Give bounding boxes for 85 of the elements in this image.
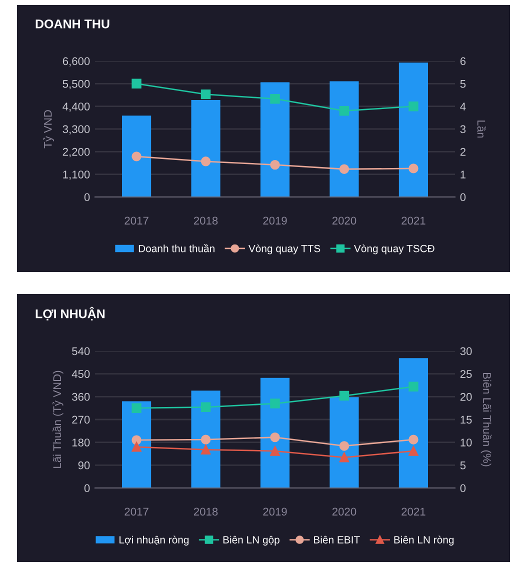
point [270,94,280,104]
bar [122,401,152,488]
point [408,434,418,444]
point [339,452,350,462]
x-tick-label: 2020 [332,508,356,516]
legend-label: Vòng quay TTS [248,244,320,254]
point [408,446,418,456]
legend-label: Doanh thu thuần [138,244,214,252]
point [270,398,280,408]
bar [398,358,428,488]
y2-tick-label: 20 [460,392,472,401]
legend-label: Biên LN gộp [223,536,280,546]
y-tick-label: 180 [72,438,90,446]
y2-tick-label: 15 [460,416,472,424]
y2-tick-label: 10 [460,438,472,446]
point [270,160,280,170]
chart-title: DOANH THU [36,20,110,28]
x-tick-label: 2020 [332,216,356,225]
point [200,402,211,412]
bar [260,82,290,197]
y-tick-label: 5,500 [62,80,90,90]
y-tick-label: 90 [78,461,90,470]
legend-label: Biên LN ròng [394,536,454,546]
point [339,390,350,401]
point [339,164,350,174]
point [132,152,142,162]
y2-tick-label: 1 [460,170,466,178]
point [339,441,350,451]
bar [191,100,220,197]
y-tick-label: 4,400 [62,102,90,112]
x-tick-label: 2017 [124,508,148,516]
y-tick-label: 540 [72,347,90,356]
y-tick-label: 6,600 [62,57,90,66]
y-tick-label: 0 [84,193,90,202]
y2-axis-title: Lần [477,120,486,138]
y2-tick-label: 3 [460,125,466,134]
point [200,89,211,100]
y-tick-label: 1,100 [63,170,90,180]
point [132,435,142,445]
y2-tick-label: 6 [460,57,466,66]
y2-tick-label: 30 [460,347,472,356]
point [339,106,350,116]
y2-tick-label: 0 [460,484,466,492]
legend-label: Vòng quay TSCĐ [354,244,434,254]
y-axis-title: Tỷ VND [43,110,54,148]
y-tick-label: 360 [72,392,90,401]
y2-tick-label: 25 [460,370,472,378]
bar [330,397,359,488]
y-tick-label: 0 [84,484,90,492]
y-tick-label: 3,300 [62,125,90,134]
bar [191,390,220,488]
bar [398,62,428,197]
x-tick-label: 2018 [194,216,218,225]
y-axis-title: Lãi Thuần (Tỷ VND) [52,370,64,468]
point [270,446,280,456]
x-tick-label: 2021 [402,216,426,225]
point [408,101,418,112]
y-tick-label: 2,200 [62,148,90,158]
y2-tick-label: 2 [460,148,466,156]
point [132,403,142,413]
x-tick-label: 2021 [402,508,426,516]
point [200,434,211,444]
x-tick-label: 2019 [263,216,287,225]
point [132,442,142,452]
point [132,78,142,89]
x-tick-label: 2017 [124,216,148,225]
y2-tick-label: 4 [460,102,466,110]
x-tick-label: 2018 [194,508,218,516]
y2-axis-title: Biên Lãi Thuần (%) [480,372,492,466]
chart-title: LỢI NHUẬN [36,306,105,320]
point [408,382,418,392]
legend-label: Lợi nhuận ròng [120,536,189,546]
point [200,156,211,166]
legend-label: Biên EBIT [314,536,360,544]
y2-tick-label: 5 [460,80,466,88]
bar [122,116,152,197]
y-tick-label: 270 [72,416,90,424]
bar [330,81,359,197]
y2-tick-label: 0 [460,193,466,202]
x-tick-label: 2019 [263,508,287,516]
y2-tick-label: 5 [460,462,466,470]
y-tick-label: 450 [72,370,90,378]
point [200,444,211,454]
point [408,164,418,174]
point [270,432,280,442]
